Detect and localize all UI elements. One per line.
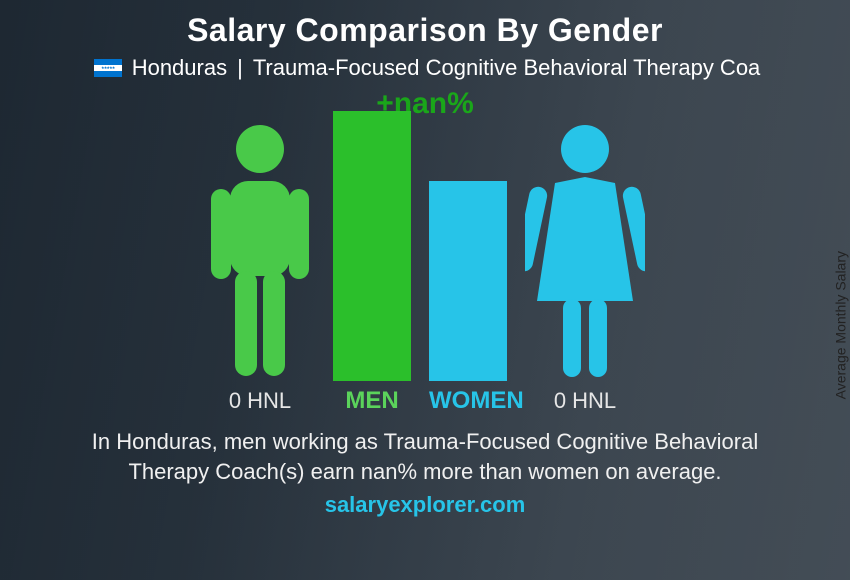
men-bar	[333, 111, 411, 381]
chart-area: +nan% 0 HNL MEN WOMEN 0 HNL Average Mont…	[0, 81, 850, 421]
man-icon	[205, 121, 315, 381]
description-text: In Honduras, men working as Trauma-Focus…	[0, 421, 850, 486]
chart-figures	[205, 111, 645, 381]
women-gender-label: WOMEN	[429, 387, 507, 415]
subtitle-job: Trauma-Focused Cognitive Behavioral Ther…	[253, 55, 760, 81]
page-title: Salary Comparison By Gender	[0, 0, 850, 49]
footer-link[interactable]: salaryexplorer.com	[0, 492, 850, 518]
men-value-label: 0 HNL	[205, 388, 315, 414]
woman-icon	[525, 121, 645, 381]
subtitle-row: Honduras | Trauma-Focused Cognitive Beha…	[0, 55, 850, 81]
women-bar	[429, 181, 507, 381]
bottom-labels-row: 0 HNL MEN WOMEN 0 HNL	[205, 387, 645, 415]
men-gender-label: MEN	[333, 387, 411, 415]
subtitle-country: Honduras	[132, 55, 227, 81]
y-axis-label: Average Monthly Salary	[832, 251, 848, 399]
women-value-label: 0 HNL	[525, 388, 645, 414]
honduras-flag-icon	[94, 59, 122, 77]
subtitle-separator: |	[237, 55, 243, 81]
